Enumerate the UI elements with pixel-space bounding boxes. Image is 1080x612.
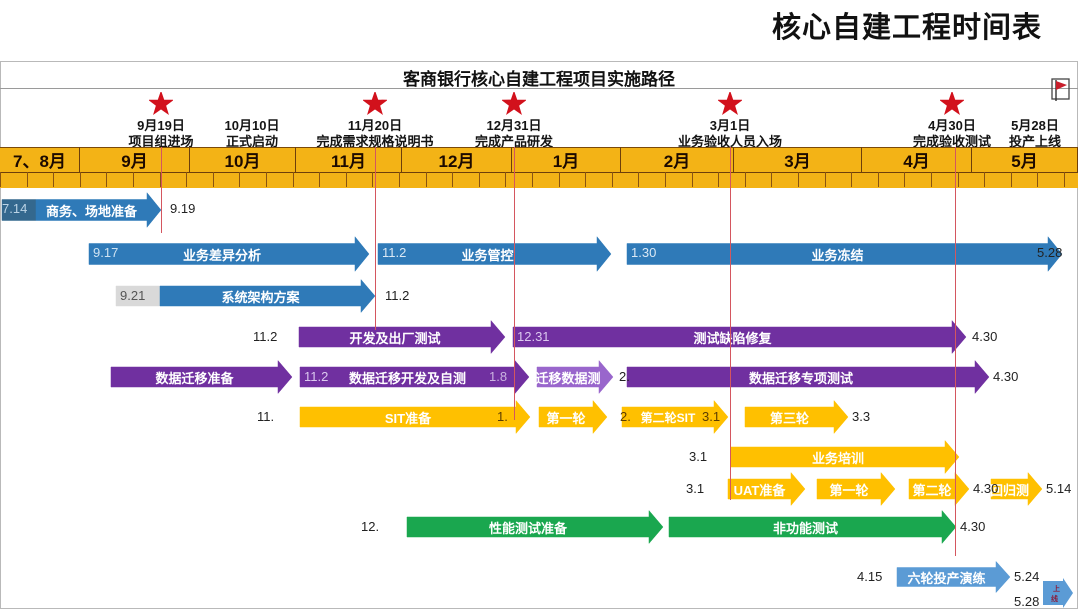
svg-text:上: 上: [1053, 584, 1060, 593]
svg-text:线: 线: [1051, 594, 1058, 603]
